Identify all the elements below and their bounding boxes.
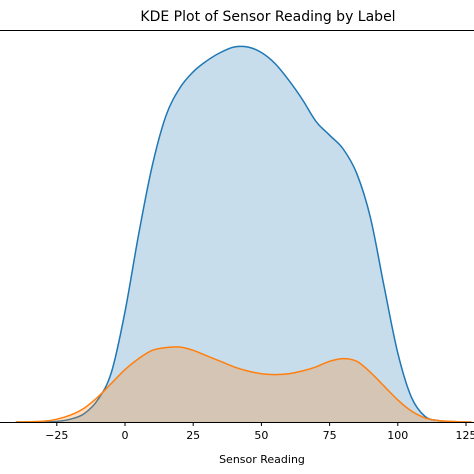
chart-title: KDE Plot of Sensor Reading by Label bbox=[140, 9, 395, 25]
x-tick-label: 125 bbox=[456, 429, 474, 442]
series-2-line bbox=[15, 346, 472, 423]
series-1-area bbox=[15, 46, 472, 423]
x-tick-label: 25 bbox=[186, 429, 200, 442]
series-1-line bbox=[15, 45, 472, 423]
x-tick-label: 0 bbox=[122, 429, 129, 442]
x-tick-label: 75 bbox=[323, 429, 337, 442]
x-axis-ticks: −25 0 25 50 75 100 125 bbox=[45, 422, 474, 442]
x-tick-label: −25 bbox=[45, 429, 68, 442]
x-tick-label: 50 bbox=[254, 429, 268, 442]
x-axis-label: Sensor Reading bbox=[219, 453, 305, 466]
plot-area bbox=[15, 45, 472, 423]
x-tick-label: 100 bbox=[387, 429, 408, 442]
